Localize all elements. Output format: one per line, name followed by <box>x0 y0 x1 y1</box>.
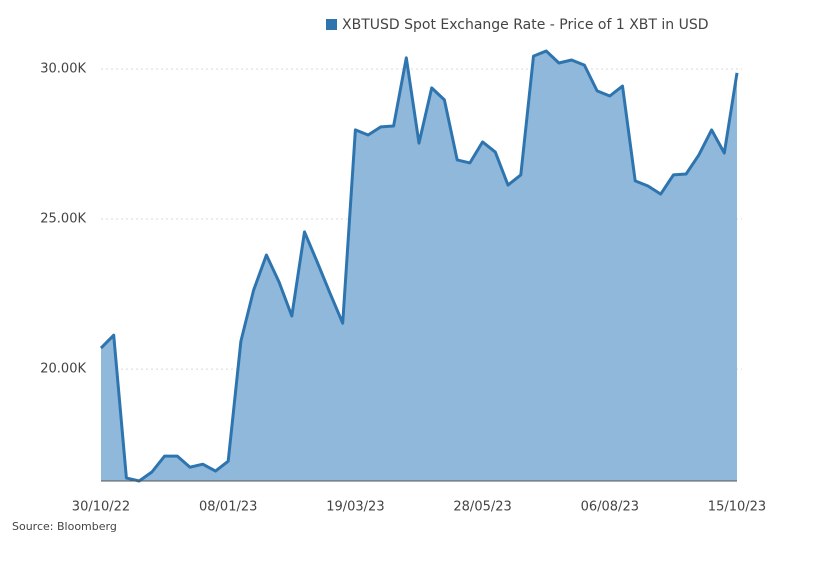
legend-label: XBTUSD Spot Exchange Rate - Price of 1 X… <box>342 17 709 33</box>
source-note: Source: Bloomberg <box>12 520 117 533</box>
x-tick-label: 08/01/23 <box>199 500 257 515</box>
x-tick-label: 15/10/23 <box>708 500 766 515</box>
x-tick-label: 28/05/23 <box>453 500 511 515</box>
x-tick-label: 19/03/23 <box>326 500 384 515</box>
x-tick-label: 06/08/23 <box>581 500 639 515</box>
legend-swatch <box>326 19 337 30</box>
y-tick-label: 25.00K <box>40 212 86 227</box>
y-tick-label: 30.00K <box>40 62 86 77</box>
y-tick-label: 20.00K <box>40 362 86 377</box>
x-tick-label: 30/10/22 <box>72 500 130 515</box>
area <box>101 51 737 481</box>
line <box>99 49 739 483</box>
